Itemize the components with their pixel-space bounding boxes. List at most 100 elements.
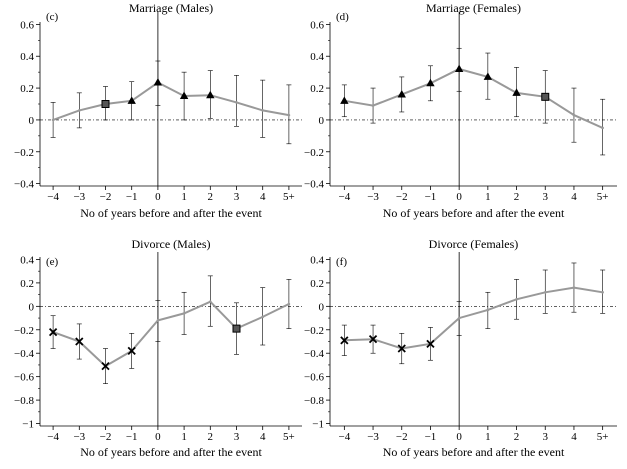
y-tick-label: −0.4 <box>14 179 34 191</box>
data-point-triangle <box>397 89 406 98</box>
x-tick-label: 0 <box>155 191 161 203</box>
data-point-cross <box>101 361 110 371</box>
cross-stroke <box>101 361 110 371</box>
panel-e: Divorce (Males) (e) −1 −0.8 −0.6 −0.4 −0.2 0 0.2… <box>14 237 302 459</box>
x-tick-label: 3 <box>543 431 549 443</box>
panel-d: Marriage (Females) (d) −0.4 −0.2 0 0.2 0.4 0.6 −… <box>304 1 617 220</box>
panel-title: Divorce (Males) <box>132 237 211 251</box>
data-point-cross <box>340 336 349 345</box>
data-point <box>515 298 518 301</box>
y-tick-label: −0.4 <box>304 348 324 360</box>
y-tick-label: 0 <box>29 301 35 313</box>
data-point <box>572 286 576 289</box>
panel-label: (f) <box>336 256 347 268</box>
series-line <box>344 286 603 350</box>
data-point <box>543 290 547 294</box>
x-tick-label: 3 <box>543 191 549 203</box>
x-tick-label: −2 <box>100 431 112 443</box>
y-tick-label: 0.4 <box>310 51 324 63</box>
data-point-triangle <box>206 90 215 99</box>
panel-label: (d) <box>336 11 349 23</box>
data-point <box>182 312 186 315</box>
data-point-triangle <box>127 96 136 104</box>
data-point-cross <box>368 335 378 344</box>
data-point-triangle <box>426 78 435 87</box>
cross-stroke <box>368 335 378 344</box>
panel-label: (c) <box>46 11 59 23</box>
y-tick-label: −0.2 <box>304 147 324 159</box>
x-tick-label: −1 <box>425 431 437 443</box>
x-tick-label: 0 <box>456 191 462 203</box>
panel-label: (e) <box>46 256 59 268</box>
cross-stroke <box>48 327 58 337</box>
x-tick-label: 4 <box>260 191 266 203</box>
x-axis-label: No of years before and after the event <box>383 445 565 459</box>
y-tick-label: −0.2 <box>14 325 34 337</box>
data-point <box>287 302 291 306</box>
x-tick-label: −4 <box>338 431 350 443</box>
x-tick-label: −1 <box>126 191 138 203</box>
x-tick-label: 1 <box>485 431 491 443</box>
y-tick-label: 0 <box>319 115 325 127</box>
data-point <box>486 308 490 312</box>
x-axis-label: No of years before and after the event <box>383 206 565 220</box>
data-point <box>235 101 238 104</box>
series-line <box>52 300 290 368</box>
y-tick-label: −0.6 <box>304 372 324 384</box>
panel-title: Marriage (Males) <box>129 1 213 15</box>
y-tick-label: −1 <box>312 419 324 431</box>
x-tick-label: 4 <box>571 191 577 203</box>
data-point <box>371 104 375 107</box>
x-tick-label: −4 <box>47 431 59 443</box>
x-axis-label: No of years before and after the event <box>80 206 262 220</box>
x-tick-label: 5+ <box>283 191 295 203</box>
panel-title: Marriage (Females) <box>426 1 521 15</box>
y-tick-label: 0.2 <box>20 278 34 290</box>
series-line <box>52 81 290 121</box>
x-tick-label: 4 <box>260 431 266 443</box>
x-tick-label: −4 <box>338 191 350 203</box>
y-tick-label: 0.2 <box>310 83 324 95</box>
y-tick-label: −0.8 <box>14 395 34 407</box>
data-point <box>601 290 604 294</box>
y-tick-label: 0.2 <box>310 278 324 290</box>
y-tick-label: 0.4 <box>20 51 34 63</box>
x-tick-label: −3 <box>367 431 379 443</box>
cross-stroke <box>426 339 435 348</box>
y-tick-label: −0.2 <box>304 325 324 337</box>
panel-title: Divorce (Females) <box>429 237 519 251</box>
x-tick-label: 2 <box>514 191 520 203</box>
y-tick-label: 0.6 <box>20 19 34 31</box>
x-tick-label: 1 <box>181 191 187 203</box>
x-tick-label: −3 <box>367 191 379 203</box>
cross-stroke <box>127 346 136 356</box>
data-point <box>287 113 291 117</box>
x-tick-label: −3 <box>73 191 85 203</box>
y-tick-label: 0 <box>319 301 325 313</box>
data-point <box>601 126 604 130</box>
data-point-cross <box>48 327 58 337</box>
cross-stroke <box>340 336 349 345</box>
panel-c: Marriage (Males) (c) −0.4 −0.2 0 0.2 0.4 0.6 −4 −… <box>14 1 302 220</box>
cross-stroke <box>75 337 84 346</box>
x-tick-label: 3 <box>234 431 240 443</box>
data-point <box>261 109 265 112</box>
x-tick-label: −4 <box>47 191 59 203</box>
data-point-square <box>541 92 550 101</box>
x-tick-label: −1 <box>126 431 138 443</box>
data-point-cross <box>426 339 435 348</box>
x-axis-label: No of years before and after the event <box>80 445 262 459</box>
data-point <box>156 319 160 322</box>
y-tick-label: −0.4 <box>14 348 34 360</box>
x-tick-label: −2 <box>396 191 408 203</box>
x-tick-label: 2 <box>208 431 214 443</box>
x-tick-label: −2 <box>100 191 112 203</box>
data-point-triangle <box>512 88 521 96</box>
x-tick-label: −2 <box>396 431 408 443</box>
x-tick-label: 2 <box>514 431 520 443</box>
x-tick-label: 5+ <box>597 191 609 203</box>
y-tick-label: −0.6 <box>14 372 34 384</box>
data-point-cross <box>397 344 406 353</box>
data-point-square <box>232 324 241 333</box>
